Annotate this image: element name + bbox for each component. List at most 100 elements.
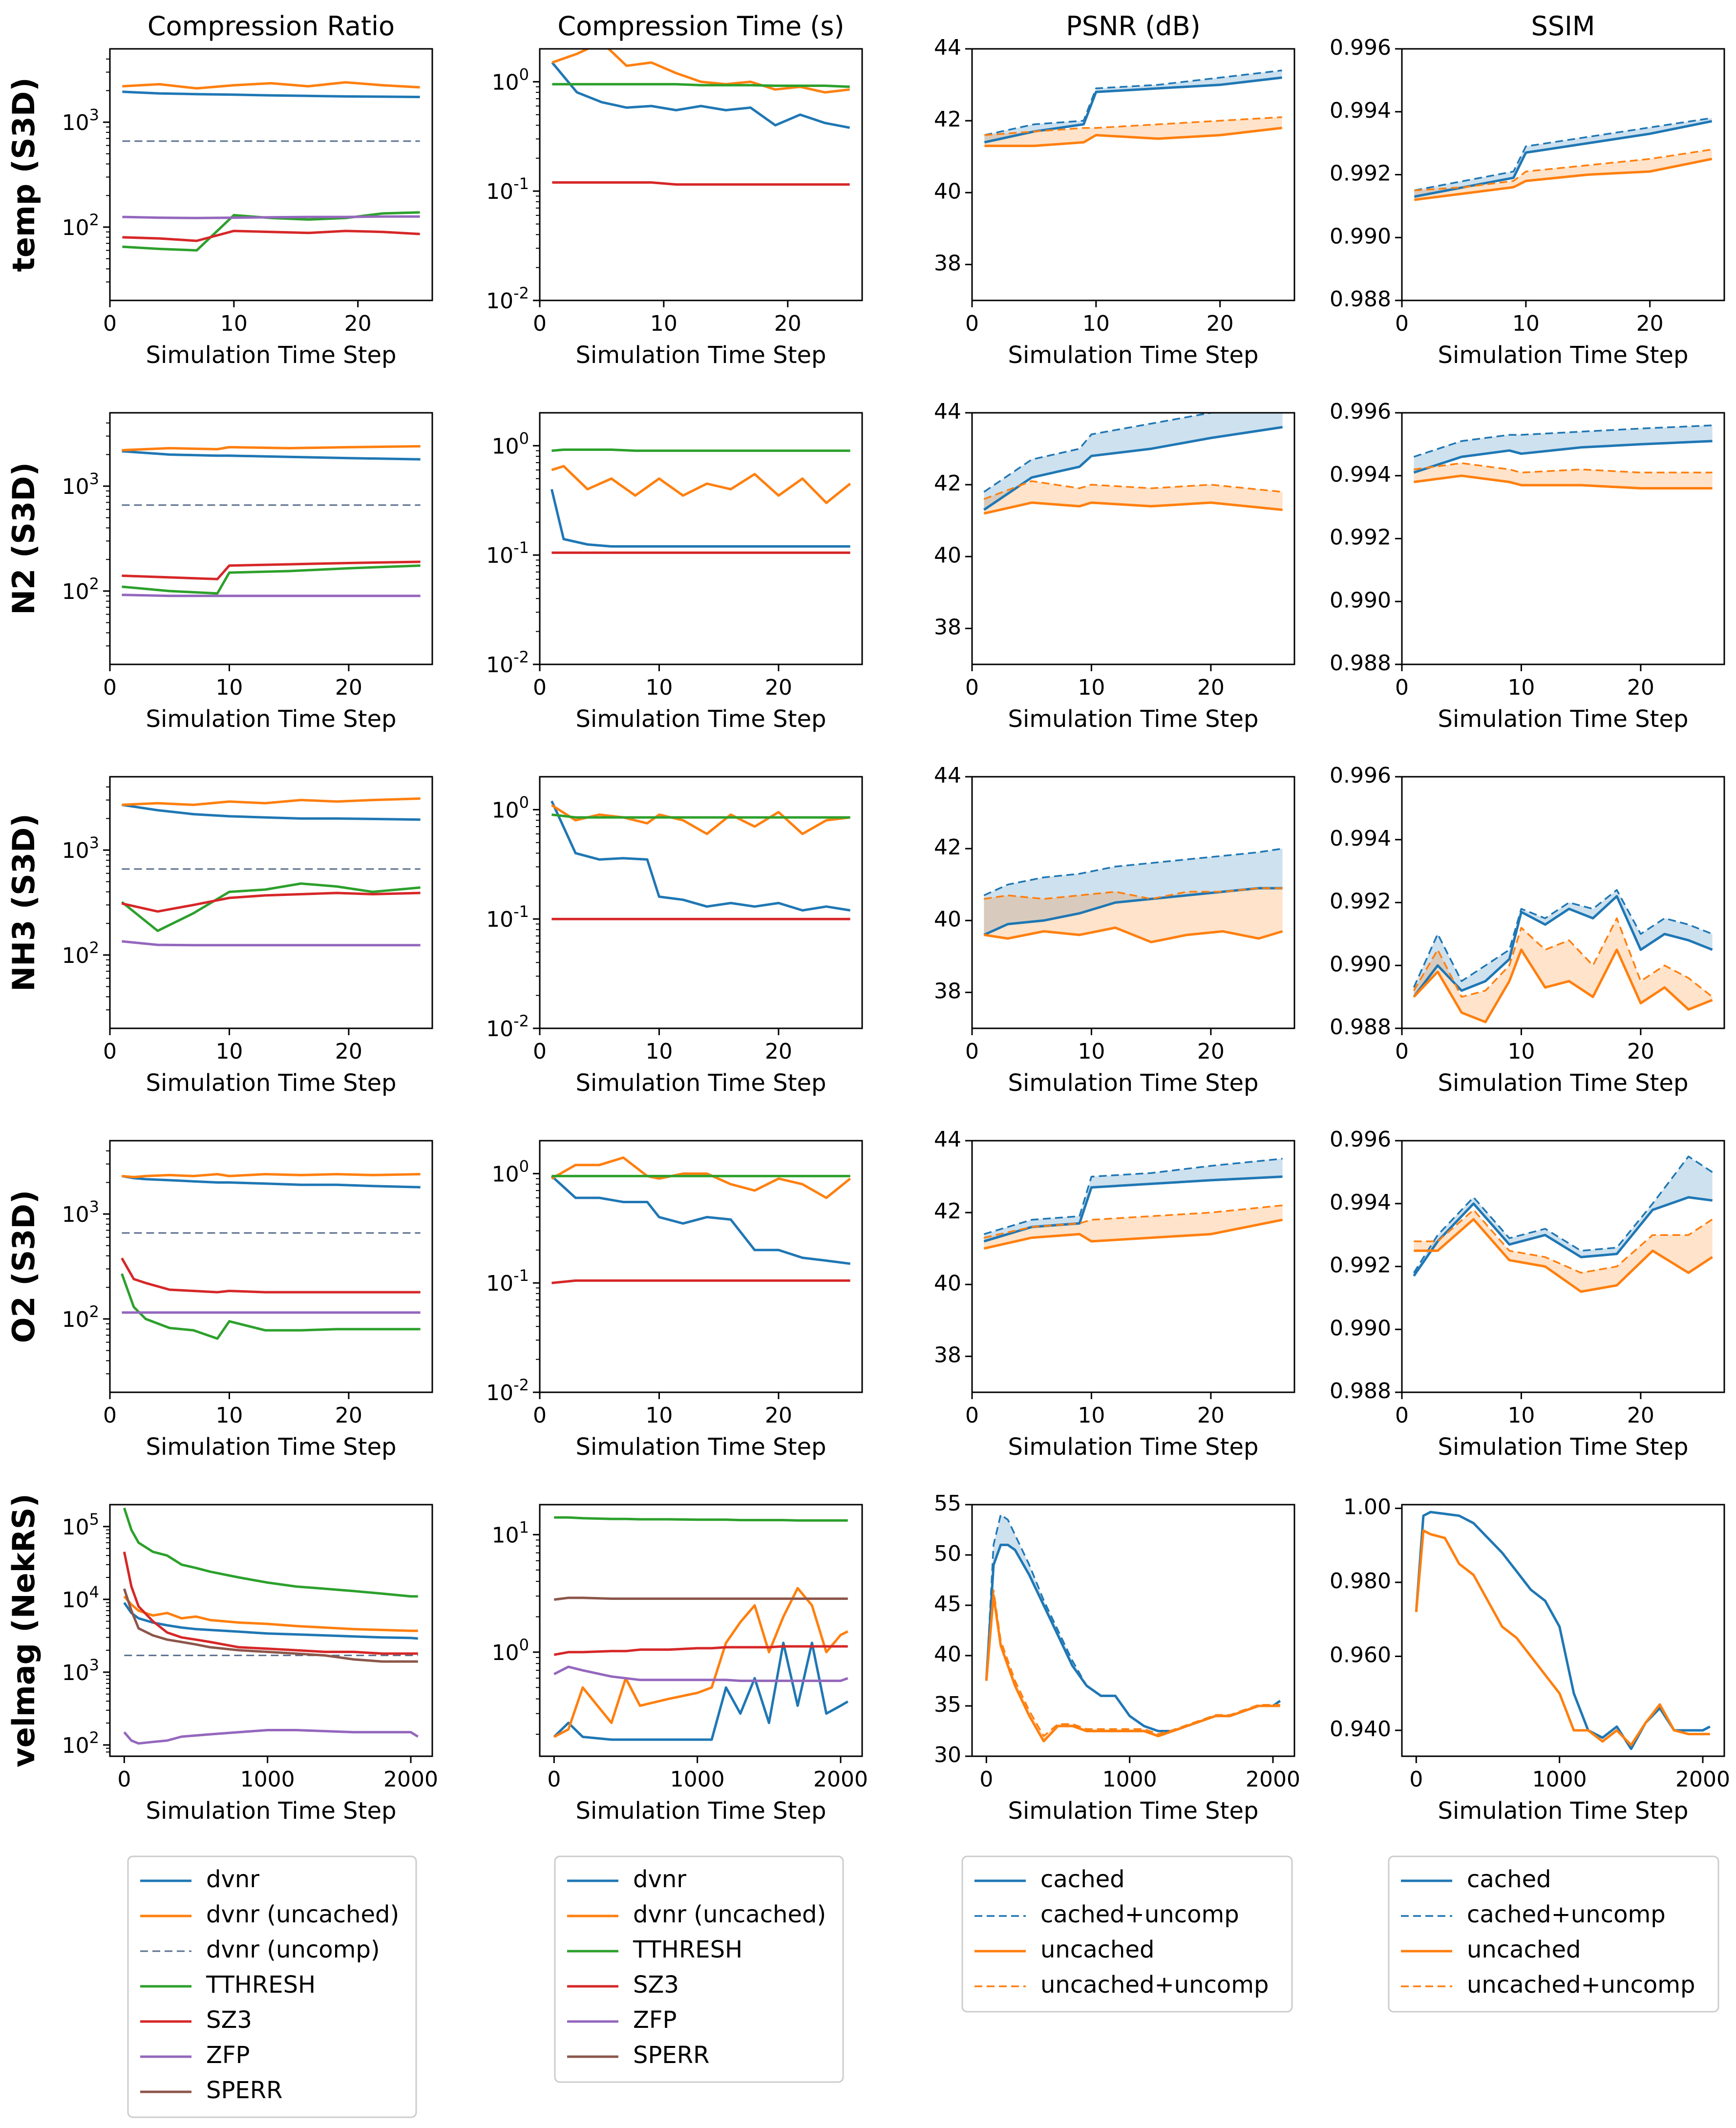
chart-velmag-nekrs-ssim: 0 1000 2000 Simulation Time Step 0.940 0.960 0…: [1330, 1495, 1730, 1825]
chart-n2-s3d-compression-ratio: 0 10 20 Simulation Time Step 102 103: [62, 412, 433, 733]
series-dvnr: [553, 1641, 848, 1741]
band-cached: [1414, 1156, 1713, 1276]
legend-label-uncached: uncached: [1040, 1936, 1154, 1963]
series-cached-uncomp: [1414, 117, 1712, 192]
x-tick-label: 20: [765, 675, 792, 700]
x-tick-label: 10: [1078, 1403, 1105, 1428]
legend-label-uncached: uncached: [1467, 1936, 1581, 1963]
y-tick-label: 0.992: [1330, 1253, 1391, 1278]
x-axis-label: Simulation Time Step: [146, 705, 397, 733]
x-axis-label: Simulation Time Step: [146, 341, 397, 369]
series-uncached-uncomp: [984, 887, 1283, 900]
y-tick-label: 44: [934, 1127, 961, 1152]
series-dvnr: [551, 62, 850, 129]
y-tick-label: 103: [62, 469, 99, 499]
x-tick-label: 10: [1082, 311, 1110, 336]
series-tthresh: [554, 1516, 848, 1522]
row-label-nh3-s3d: NH3 (S3D): [6, 813, 42, 991]
y-tick-label: 100: [492, 429, 529, 459]
series-zfp: [122, 594, 421, 597]
band-uncached: [1414, 149, 1712, 200]
y-tick-label: 102: [62, 211, 99, 240]
axes-frame: [109, 1140, 433, 1393]
column-title-ssim: SSIM: [1531, 11, 1595, 42]
legend-label-dvnr-uncached: dvnr (uncached): [633, 1901, 826, 1928]
x-tick-label: 20: [1197, 1039, 1225, 1064]
y-tick-label: 0.996: [1330, 399, 1391, 424]
x-axis-label: Simulation Time Step: [1438, 341, 1689, 369]
y-tick-label: 44: [934, 399, 961, 424]
y-tick-label: 10-2: [486, 284, 529, 314]
legend-compression-time: dvnr dvnr (uncached) TTHRESH SZ3 ZFP SPERR: [554, 1855, 844, 2083]
x-tick-label: 20: [1197, 1403, 1225, 1428]
legend-ssim: cached cached+uncomp uncached uncached+unco…: [1388, 1855, 1719, 2013]
y-tick-label: 0.994: [1330, 98, 1391, 123]
series-cached-uncomp: [1413, 424, 1713, 458]
x-axis-label: Simulation Time Step: [1008, 1069, 1259, 1097]
x-tick-label: 0: [103, 311, 117, 336]
series-uncached-uncomp: [983, 480, 1283, 500]
x-tick-label: 2000: [1675, 1767, 1730, 1792]
x-tick-label: 0: [965, 1403, 979, 1428]
x-tick-label: 1000: [240, 1767, 295, 1792]
y-tick-label: 0.994: [1330, 462, 1391, 487]
x-axis-label: Simulation Time Step: [576, 1797, 826, 1825]
chart-o2-s3d-ssim: 0 10 20 Simulation Time Step 0.988 0.990 0.992…: [1330, 1127, 1725, 1461]
legend-label-cached-uncomp: cached+uncomp: [1467, 1901, 1666, 1928]
series-zfp: [122, 940, 421, 947]
legend-label-sz3: SZ3: [206, 2006, 252, 2034]
legend-label-sz3: SZ3: [633, 1971, 679, 1999]
series-tthresh: [123, 1508, 418, 1598]
x-tick-label: 0: [965, 1039, 979, 1064]
legend-label-uncached-uncomp: uncached+uncomp: [1467, 1971, 1695, 1999]
series-cached-uncomp: [983, 413, 1217, 493]
series-dvnr-uncached: [122, 445, 421, 452]
y-tick-label: 102: [62, 575, 99, 604]
series-cached-uncomp: [1413, 889, 1713, 988]
y-tick-label: 10-1: [486, 1266, 529, 1296]
x-tick-label: 20: [765, 1039, 792, 1064]
y-tick-label: 40: [934, 1271, 961, 1296]
legend-label-cached: cached: [1467, 1866, 1551, 1893]
series-dvnr-uncached: [551, 1156, 851, 1199]
series-cached: [983, 426, 1283, 511]
x-axis-label: Simulation Time Step: [1008, 1433, 1259, 1461]
series-tthresh: [122, 564, 421, 595]
chart-n2-s3d-psnr-db: 0 10 20 Simulation Time Step 38 40 42 44: [934, 399, 1295, 733]
x-axis-label: Simulation Time Step: [576, 1069, 826, 1097]
series-dvnr: [122, 90, 420, 98]
series-dvnr-uncached: [551, 804, 850, 835]
x-tick-label: 10: [215, 1039, 243, 1064]
series-dvnr: [550, 1175, 850, 1265]
series-uncached: [1414, 157, 1713, 201]
chart-temp-s3d-ssim: 0 10 20 Simulation Time Step 0.988 0.990 0.992…: [1330, 35, 1725, 369]
chart-temp-s3d-compression-time-s: 0 10 20 Simulation Time Step 10-2 10-1 100: [486, 48, 863, 369]
row-label-n2-s3d: N2 (S3D): [6, 462, 42, 615]
series-dvnr: [550, 489, 850, 548]
series-sz3: [121, 892, 421, 913]
legend-label-sperr: SPERR: [206, 2077, 282, 2104]
x-tick-label: 0: [103, 675, 117, 700]
chart-velmag-nekrs-psnr-db: 0 1000 2000 Simulation Time Step 30 35 40 45 50 5…: [934, 1491, 1300, 1825]
y-tick-label: 0.990: [1330, 588, 1391, 613]
band-cached: [986, 1514, 1280, 1731]
series-uncached: [1413, 948, 1713, 1023]
series-cached: [1413, 1196, 1713, 1277]
x-axis-label: Simulation Time Step: [576, 705, 826, 733]
series-uncached-uncomp: [1414, 149, 1712, 192]
x-tick-label: 0: [1395, 311, 1409, 336]
legend-label-dvnr: dvnr: [633, 1866, 686, 1893]
y-tick-label: 103: [62, 106, 99, 135]
series-tthresh: [121, 882, 421, 932]
x-tick-label: 0: [533, 1039, 547, 1064]
x-tick-label: 10: [645, 1403, 673, 1428]
y-tick-label: 0.990: [1330, 1316, 1391, 1341]
y-tick-label: 103: [62, 1656, 99, 1685]
x-tick-label: 20: [774, 311, 802, 336]
series-dvnr-uncached: [122, 797, 421, 806]
series-sz3: [551, 1279, 850, 1284]
series-uncached-uncomp: [984, 116, 1282, 136]
legend-label-zfp: ZFP: [633, 2006, 677, 2034]
series-dvnr: [122, 450, 421, 461]
chart-n2-s3d-compression-time-s: 0 10 20 Simulation Time Step 10-2 10-1 100: [486, 412, 863, 733]
